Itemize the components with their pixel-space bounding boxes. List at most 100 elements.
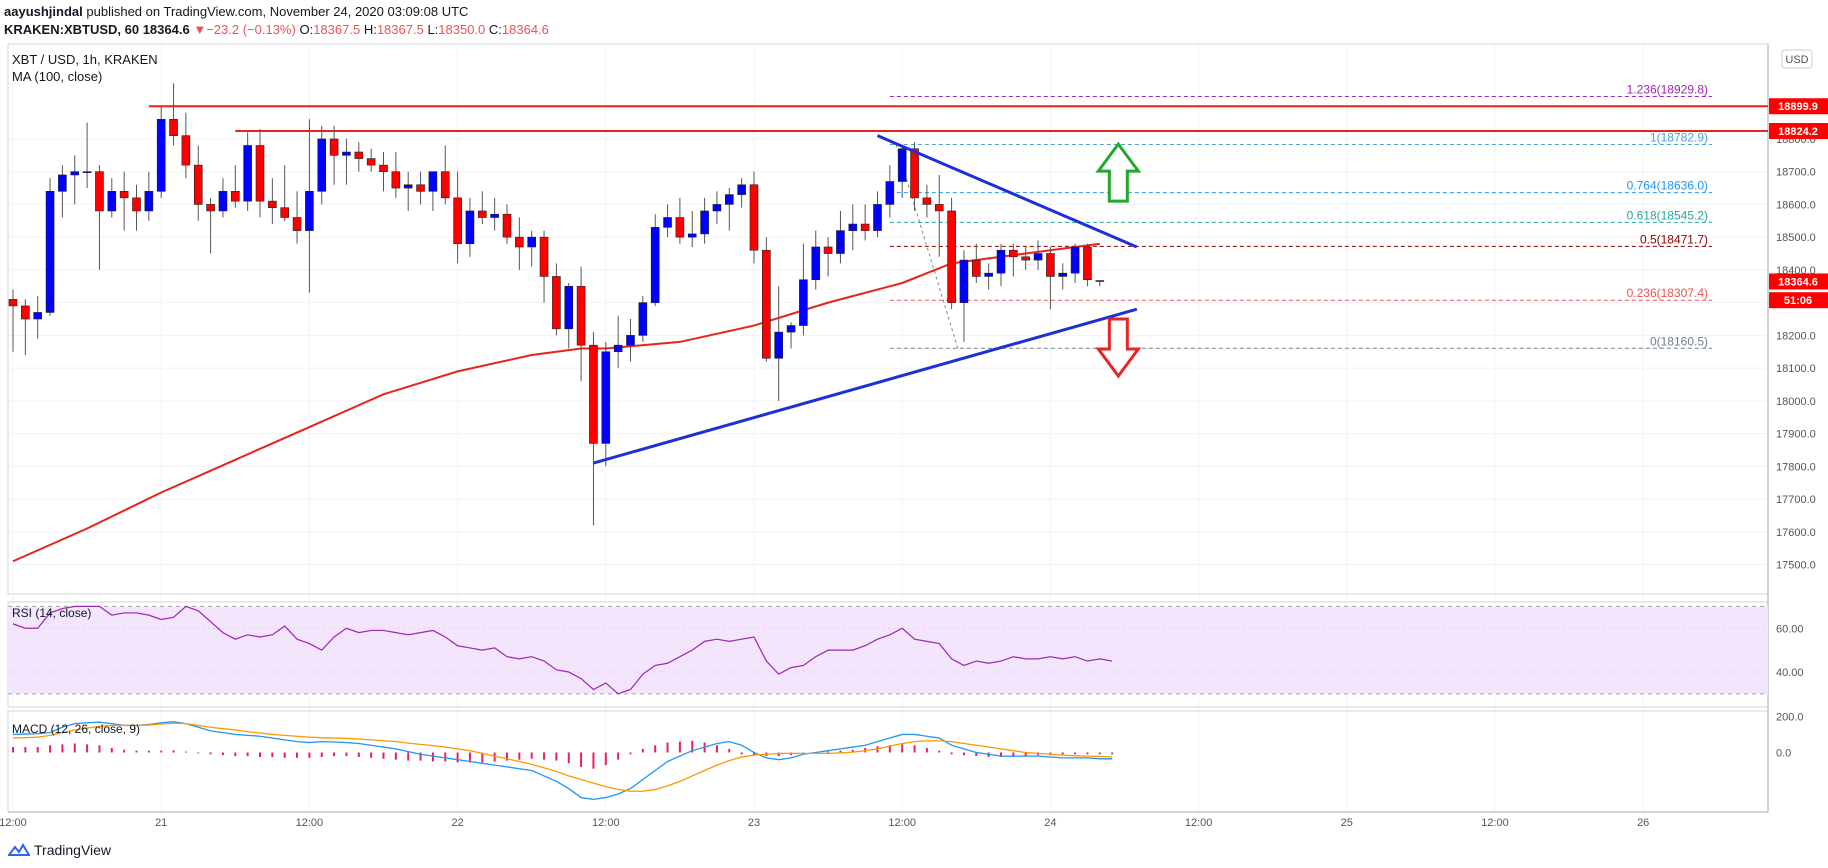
candle-body (650, 227, 660, 303)
candle (552, 263, 561, 336)
candle (477, 191, 487, 225)
candle-body (515, 236, 524, 248)
candle-body (144, 191, 154, 212)
brand-label: TradingView (34, 842, 112, 858)
candle-body (366, 158, 376, 166)
low-value: 18350.0 (438, 22, 486, 37)
ma-indicator-label[interactable]: MA (100, close) (12, 69, 102, 84)
candle (811, 230, 821, 290)
candle-body (613, 344, 623, 353)
publisher-name[interactable]: aayushjindal (4, 4, 83, 19)
candle-body (601, 351, 611, 444)
price-pane[interactable]: 1.236(18929.8) 1(18782.9) 0.764(18636.0) 0.… (8, 82, 1768, 563)
grid-lines (8, 44, 1768, 812)
price-tick-label: 18100.0 (1776, 363, 1816, 375)
candle-body (638, 302, 648, 336)
price-tag (1769, 123, 1828, 140)
candle-body (403, 184, 413, 189)
close-label: C: (488, 22, 502, 37)
candle (873, 191, 882, 238)
candle-body (700, 210, 709, 235)
down-arrow-icon (1095, 317, 1142, 379)
candle (996, 243, 1006, 287)
time-tick-label: 12:00 (1481, 817, 1509, 829)
candle-body (502, 213, 512, 238)
candle (440, 145, 450, 205)
footer-brand[interactable]: TradingView (8, 842, 111, 858)
candle-body (1095, 280, 1105, 282)
price-tag (1769, 273, 1828, 290)
candle (1046, 246, 1055, 310)
macd-pane[interactable] (12, 721, 1114, 801)
candle-body (1083, 246, 1092, 281)
candle (354, 142, 364, 172)
candle-body (453, 197, 462, 245)
pane-frames (7, 43, 1769, 813)
price-tick-label: 18200.0 (1776, 330, 1816, 342)
rsi-label[interactable]: RSI (14, close) (12, 606, 91, 620)
candle (613, 315, 623, 369)
price-tick-label: 17500.0 (1776, 560, 1816, 572)
candle (502, 204, 512, 244)
candle-body (1009, 249, 1018, 258)
candle-body (626, 335, 635, 346)
candle (243, 132, 252, 211)
candle-body (786, 325, 796, 333)
time-tick-label: 26 (1637, 817, 1649, 829)
candle (119, 171, 129, 231)
candle-body (107, 191, 117, 212)
up-arrow-icon (1095, 141, 1142, 203)
candle-body (465, 210, 475, 245)
candle-body (885, 181, 895, 205)
candle (21, 299, 30, 356)
candle (8, 289, 18, 352)
candle (366, 148, 376, 172)
candle (305, 119, 314, 293)
candle (1021, 246, 1031, 270)
rsi-line (12, 605, 1113, 695)
currency-button[interactable] (1781, 49, 1813, 69)
time-tick-label: 12:00 (1185, 817, 1213, 829)
candle (255, 129, 265, 218)
candle (1083, 243, 1092, 287)
candle (959, 250, 969, 342)
candle-body (576, 285, 586, 346)
candle-body (477, 210, 487, 218)
macd-tick-label: 0.0 (1776, 747, 1791, 759)
candle (206, 197, 215, 254)
candle-body (984, 272, 993, 277)
candle-body (82, 171, 92, 173)
candle-body (860, 223, 870, 231)
price-tick-label: 17700.0 (1776, 494, 1816, 506)
candle-body (959, 259, 969, 303)
rsi-band (8, 606, 1768, 694)
pane-border (7, 710, 1769, 813)
close-value: 18364.6 (501, 22, 549, 37)
candle (453, 171, 462, 264)
time-tick-label: 12:00 (888, 817, 916, 829)
candle (539, 230, 549, 303)
candle-body (539, 236, 549, 277)
candle (107, 178, 117, 218)
candle-body (1070, 246, 1080, 274)
price-tag-label: 18824.2 (1778, 126, 1818, 138)
candle-body (749, 184, 759, 251)
candle-body (231, 191, 240, 202)
candle-body (873, 204, 882, 231)
macd-label[interactable]: MACD (12, 26, close, 9) (12, 722, 140, 736)
time-tick-label: 22 (451, 817, 463, 829)
low-label: L: (427, 22, 439, 37)
price-tag (1769, 292, 1828, 309)
candle (971, 243, 981, 283)
candle (379, 152, 388, 192)
rsi-pane[interactable] (8, 605, 1768, 695)
candle-body (564, 285, 574, 330)
last-price: 18364.6 (142, 22, 190, 37)
candle-body (70, 171, 80, 176)
change-text: −23.2 (−0.13%) (206, 22, 296, 37)
candle (33, 296, 43, 339)
candle-body (132, 197, 141, 212)
candle (1095, 280, 1105, 287)
candle (786, 322, 796, 349)
